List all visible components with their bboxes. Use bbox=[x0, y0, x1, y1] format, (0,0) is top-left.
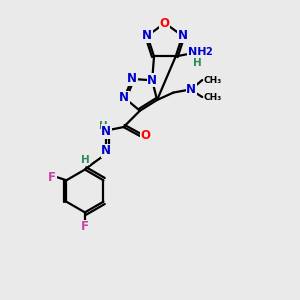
Text: NH: NH bbox=[188, 47, 206, 57]
Text: F: F bbox=[81, 220, 89, 233]
Text: N: N bbox=[127, 72, 137, 86]
Text: N: N bbox=[186, 83, 196, 96]
Text: O: O bbox=[140, 130, 150, 142]
Text: N: N bbox=[147, 74, 157, 87]
Text: N: N bbox=[119, 91, 129, 104]
Text: O: O bbox=[160, 16, 170, 30]
Text: 2: 2 bbox=[205, 47, 212, 57]
Text: F: F bbox=[48, 171, 56, 184]
Text: CH₃: CH₃ bbox=[204, 92, 222, 101]
Text: CH₃: CH₃ bbox=[204, 76, 222, 85]
Text: N: N bbox=[101, 125, 111, 138]
Text: N: N bbox=[142, 29, 152, 42]
Text: N: N bbox=[177, 29, 188, 42]
Text: H: H bbox=[80, 155, 89, 165]
Text: H: H bbox=[193, 58, 202, 68]
Text: N: N bbox=[101, 144, 111, 157]
Text: H: H bbox=[99, 121, 108, 130]
